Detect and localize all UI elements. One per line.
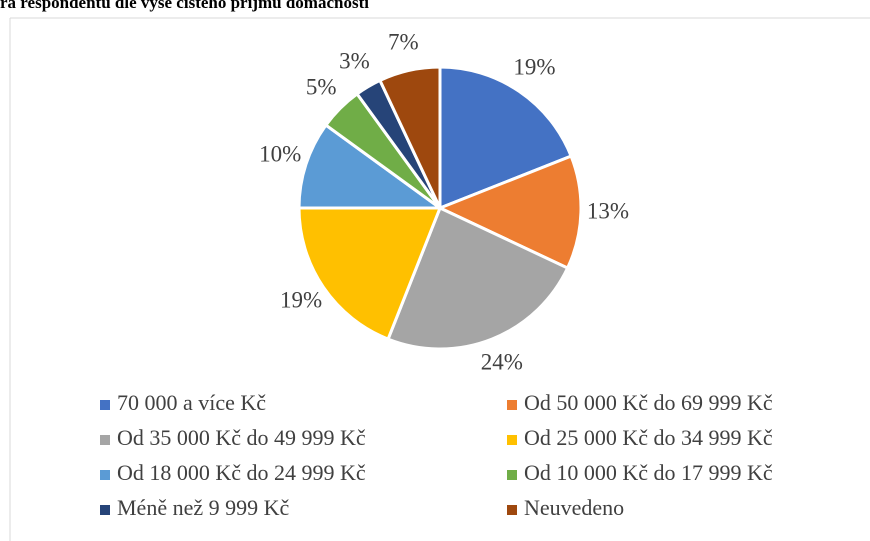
data-label: 13% (587, 199, 629, 224)
legend-label: 70 000 a více Kč (117, 390, 266, 415)
data-label: 19% (513, 54, 555, 79)
pie-slice (297, 206, 443, 342)
pie-slice (377, 65, 442, 209)
legend-marker (100, 400, 110, 410)
legend-marker (100, 470, 110, 480)
legend-marker (507, 400, 517, 410)
legend-label: Méně než 9 999 Kč (117, 495, 290, 520)
data-label: 10% (259, 141, 301, 166)
legend-label: Od 35 000 Kč do 49 999 Kč (117, 425, 366, 450)
pie-slice (436, 154, 583, 271)
legend-label: Od 50 000 Kč do 69 999 Kč (524, 390, 773, 415)
legend-label: Od 10 000 Kč do 17 999 Kč (524, 460, 773, 485)
legend-marker (507, 435, 517, 445)
legend-label: Od 18 000 Kč do 24 999 Kč (117, 460, 366, 485)
pie-slice (438, 65, 574, 211)
pie-slice (386, 205, 570, 351)
chart-title: ra respondentů dle výše čistého příjmu d… (0, 0, 369, 12)
data-label: 24% (481, 349, 523, 374)
pie-slice (297, 123, 445, 210)
legend-label: Od 25 000 Kč do 34 999 Kč (524, 425, 773, 450)
legend-marker (100, 505, 110, 515)
legend-marker (100, 435, 110, 445)
data-label: 7% (388, 29, 419, 54)
data-label: 5% (306, 74, 337, 99)
data-label: 19% (280, 288, 322, 313)
data-label: 3% (339, 49, 370, 74)
legend-marker (507, 470, 517, 480)
legend-marker (507, 505, 517, 515)
legend-label: Neuvedeno (524, 495, 624, 520)
